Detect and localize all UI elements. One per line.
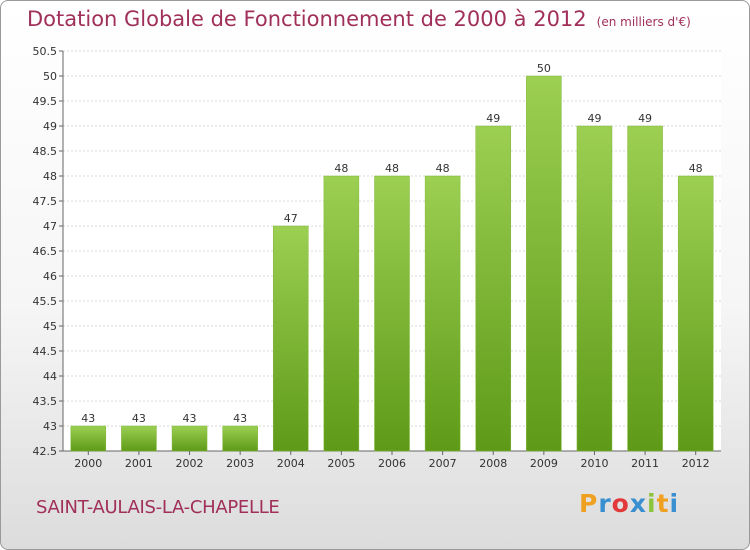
bar bbox=[475, 125, 511, 452]
bar bbox=[121, 425, 157, 452]
y-tick-label: 49 bbox=[43, 120, 57, 133]
y-tick-label: 46 bbox=[43, 270, 57, 283]
bar bbox=[222, 425, 258, 452]
bar-value-label: 48 bbox=[385, 162, 399, 175]
chart-units: (en milliers d'€) bbox=[596, 15, 691, 29]
x-tick-label: 2011 bbox=[631, 457, 659, 470]
chart-title: Dotation Globale de Fonctionnement de 20… bbox=[27, 7, 691, 31]
bar bbox=[323, 175, 360, 452]
y-tick-label: 44.5 bbox=[33, 345, 58, 358]
bar bbox=[627, 125, 663, 452]
y-tick-label: 45.5 bbox=[33, 295, 58, 308]
bar-value-label: 49 bbox=[638, 112, 652, 125]
y-tick-label: 48 bbox=[43, 170, 57, 183]
bar-value-label: 49 bbox=[587, 112, 601, 125]
bar-value-label: 43 bbox=[233, 412, 247, 425]
bar bbox=[424, 175, 461, 452]
bar-value-label: 43 bbox=[81, 412, 95, 425]
bar-value-label: 50 bbox=[537, 62, 551, 75]
bar bbox=[171, 425, 208, 452]
y-tick-label: 49.5 bbox=[33, 95, 58, 108]
y-tick-label: 50 bbox=[43, 70, 57, 83]
bar bbox=[526, 75, 562, 452]
y-tick-label: 47 bbox=[43, 220, 57, 233]
x-tick-label: 2008 bbox=[479, 457, 507, 470]
brand-logo: Proxiti bbox=[579, 489, 680, 518]
bar-value-label: 47 bbox=[284, 212, 298, 225]
bar-value-label: 48 bbox=[334, 162, 348, 175]
commune-name: SAINT-AULAIS-LA-CHAPELLE bbox=[36, 497, 280, 518]
y-tick-label: 47.5 bbox=[33, 195, 58, 208]
bar-value-label: 48 bbox=[689, 162, 703, 175]
bar-value-label: 49 bbox=[486, 112, 500, 125]
bar-value-label: 48 bbox=[436, 162, 450, 175]
y-tick-label: 44 bbox=[43, 370, 57, 383]
y-tick-label: 43 bbox=[43, 420, 57, 433]
x-tick-label: 2000 bbox=[74, 457, 102, 470]
x-tick-label: 2004 bbox=[277, 457, 305, 470]
bar-value-label: 43 bbox=[132, 412, 146, 425]
x-tick-label: 2007 bbox=[429, 457, 457, 470]
x-tick-label: 2012 bbox=[682, 457, 710, 470]
bar bbox=[273, 225, 309, 452]
chart-title-text: Dotation Globale de Fonctionnement de 20… bbox=[27, 7, 587, 31]
bar bbox=[70, 425, 107, 452]
bar bbox=[677, 175, 714, 452]
y-tick-label: 46.5 bbox=[33, 245, 58, 258]
x-tick-label: 2010 bbox=[580, 457, 608, 470]
x-tick-label: 2005 bbox=[327, 457, 355, 470]
bar bbox=[374, 175, 410, 452]
x-tick-label: 2009 bbox=[530, 457, 558, 470]
x-tick-label: 2006 bbox=[378, 457, 406, 470]
y-tick-label: 48.5 bbox=[33, 145, 58, 158]
y-tick-label: 42.5 bbox=[33, 445, 58, 458]
y-tick-label: 50.5 bbox=[33, 45, 58, 58]
bar-value-label: 43 bbox=[183, 412, 197, 425]
y-tick-label: 45 bbox=[43, 320, 57, 333]
x-tick-label: 2003 bbox=[226, 457, 254, 470]
y-tick-label: 43.5 bbox=[33, 395, 58, 408]
x-tick-label: 2001 bbox=[125, 457, 153, 470]
x-tick-label: 2002 bbox=[176, 457, 204, 470]
bar bbox=[576, 125, 613, 452]
